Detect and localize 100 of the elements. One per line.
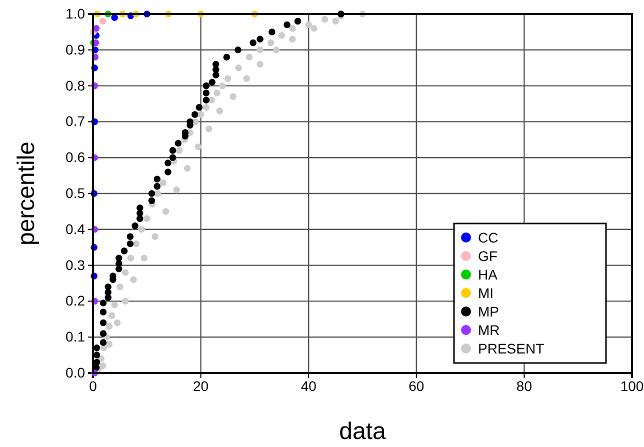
point	[100, 308, 107, 316]
legend-label: MR	[478, 322, 500, 338]
point	[169, 154, 176, 161]
point	[194, 143, 202, 150]
point	[332, 18, 339, 25]
x-tick-label: 80	[516, 378, 532, 394]
legend-label: GF	[478, 248, 498, 264]
point	[100, 339, 107, 346]
point	[99, 18, 106, 25]
y-tick-label: 0.2	[66, 292, 86, 309]
y-tick-label: 0.8	[66, 77, 86, 94]
point	[140, 254, 148, 262]
point	[115, 254, 122, 262]
point	[173, 186, 180, 194]
point	[132, 222, 138, 230]
point	[321, 16, 328, 23]
point	[224, 75, 232, 82]
point	[93, 358, 100, 366]
point	[126, 233, 134, 240]
legend-label: PRESENT	[478, 340, 545, 356]
point	[191, 111, 198, 118]
point	[289, 24, 296, 32]
point	[132, 240, 140, 248]
point	[202, 82, 210, 90]
point	[202, 96, 210, 104]
point	[223, 54, 230, 60]
y-tick-label: 0.9	[66, 41, 86, 58]
point	[294, 18, 302, 25]
point	[120, 248, 128, 254]
x-tick-label: 40	[300, 378, 317, 394]
point	[104, 283, 112, 290]
point	[305, 21, 312, 28]
x-tick-label: 20	[193, 378, 209, 394]
point	[176, 147, 183, 154]
point	[148, 190, 156, 197]
point	[106, 322, 113, 330]
point	[272, 46, 280, 54]
legend-label: MI	[478, 285, 494, 301]
x-tick-label: 100	[620, 378, 644, 394]
point	[256, 36, 264, 43]
point	[202, 90, 210, 96]
y-tick-label: 0.6	[66, 149, 86, 166]
point	[214, 90, 220, 96]
y-tick-label: 1.0	[66, 5, 86, 22]
point	[184, 164, 191, 172]
x-tick-label: 0	[89, 378, 98, 394]
point	[246, 54, 253, 60]
point	[196, 104, 203, 111]
point	[202, 104, 210, 111]
point	[144, 215, 150, 222]
point	[267, 39, 274, 46]
point	[250, 39, 256, 46]
point	[111, 301, 118, 308]
point	[104, 288, 112, 296]
point	[106, 340, 113, 348]
point	[93, 352, 100, 358]
point	[243, 75, 250, 82]
x-tick-label: 60	[408, 378, 424, 394]
point	[230, 93, 237, 100]
point	[160, 179, 166, 186]
point	[284, 21, 290, 28]
y-axis-title: percentile	[13, 141, 40, 246]
point	[154, 190, 162, 197]
point	[310, 24, 318, 32]
point	[169, 147, 176, 154]
point	[197, 111, 204, 118]
point	[100, 300, 107, 306]
point	[162, 208, 170, 215]
y-tick-label: 0.4	[66, 220, 86, 237]
point	[108, 312, 116, 319]
y-tick-label: 0.1	[66, 328, 86, 345]
point	[256, 60, 264, 68]
y-tick-label: 0.7	[66, 113, 86, 130]
point	[138, 226, 145, 233]
point	[126, 240, 134, 248]
point	[100, 330, 107, 337]
point	[122, 269, 129, 276]
point	[208, 78, 216, 86]
y-tick-label: 0.0	[66, 364, 86, 380]
legend-label: MP	[478, 304, 499, 320]
point	[127, 254, 134, 262]
point	[164, 160, 172, 166]
point	[206, 126, 212, 132]
point	[100, 319, 107, 326]
legend-label: CC	[478, 230, 498, 246]
point	[99, 362, 106, 370]
y-tick-label: 0.3	[66, 256, 86, 273]
x-axis-title: data	[339, 418, 387, 445]
point	[234, 46, 242, 54]
legend-label: HA	[478, 266, 498, 282]
point	[154, 176, 161, 183]
point	[268, 28, 276, 36]
point	[136, 204, 144, 212]
point	[212, 60, 220, 68]
point	[136, 210, 144, 217]
point	[174, 140, 182, 147]
point	[130, 276, 137, 284]
point	[216, 108, 224, 114]
point	[289, 36, 296, 43]
point	[154, 182, 161, 190]
